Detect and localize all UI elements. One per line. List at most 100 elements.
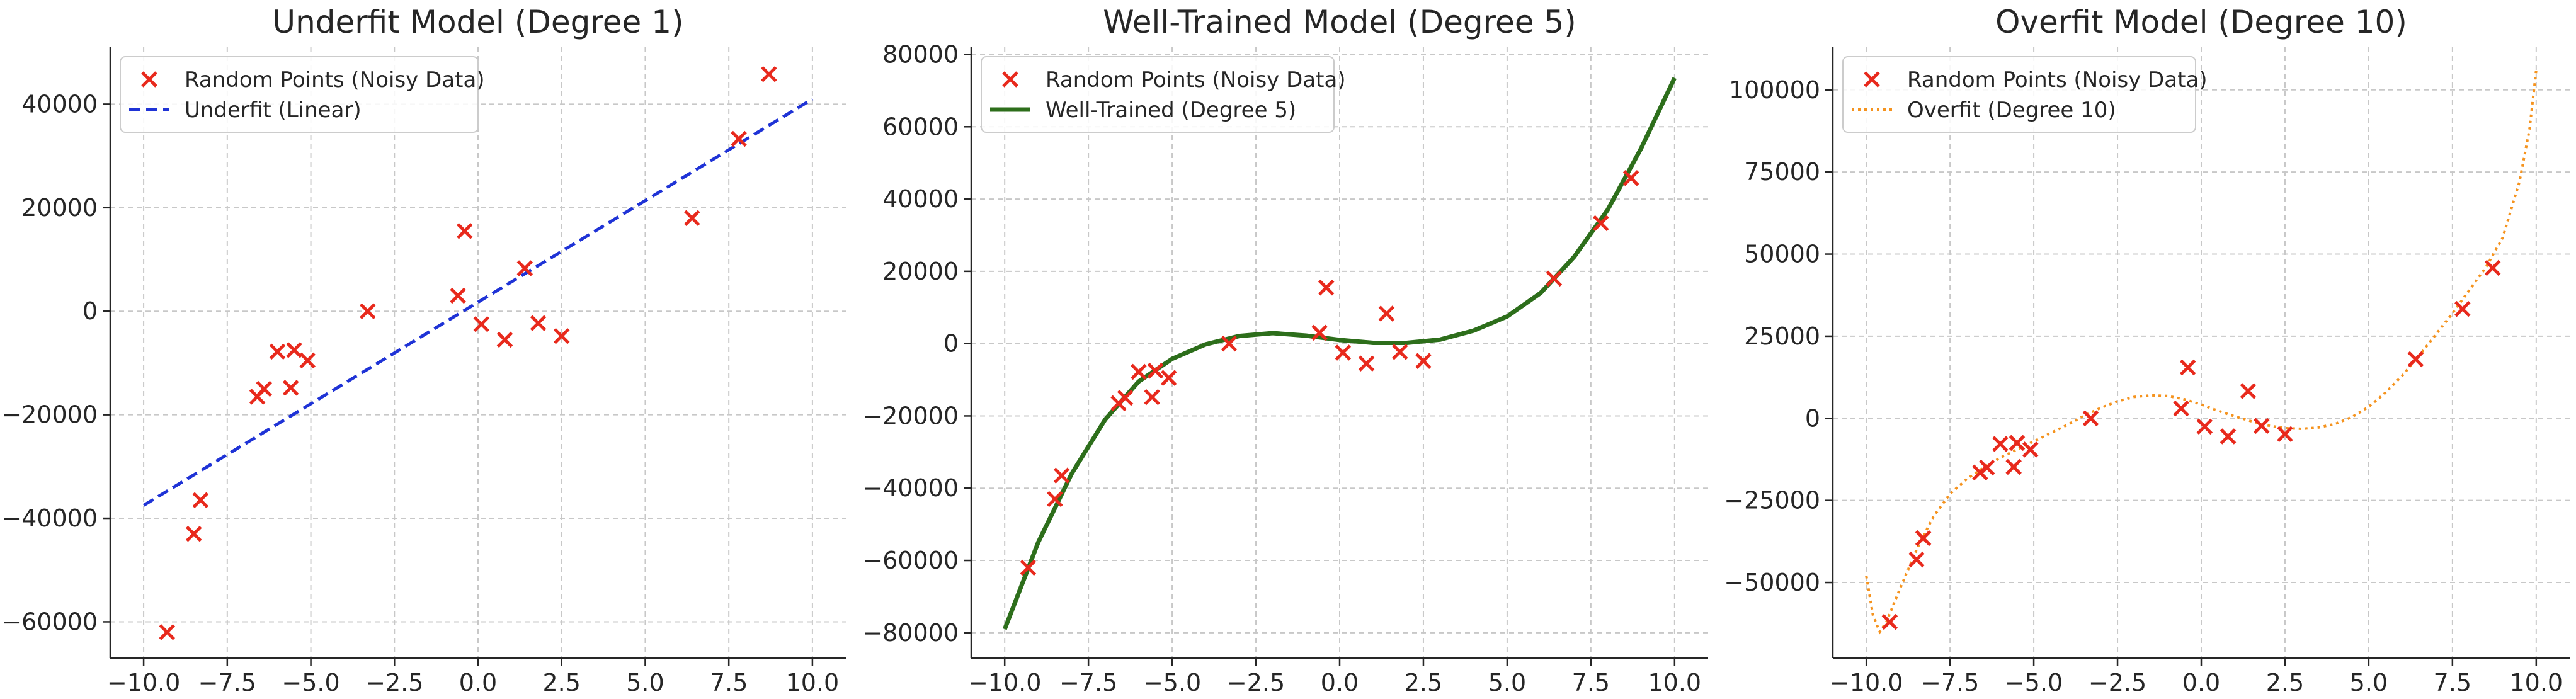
data-point-stroke [1117, 389, 1134, 406]
data-point [1546, 270, 1563, 287]
data-point-stroke [1144, 389, 1160, 406]
data-point [761, 65, 777, 82]
data-point [1335, 344, 1352, 361]
legend-box [120, 56, 479, 133]
data-point [1147, 362, 1164, 379]
data-point-stroke [473, 316, 490, 332]
legend-label: Overfit (Degree 10) [1907, 98, 2116, 123]
data-point [2407, 351, 2424, 368]
y-tick-label: 20000 [21, 194, 98, 222]
data-point [2253, 418, 2270, 435]
data-point-stroke [2484, 259, 2501, 276]
data-point-stroke [1358, 355, 1375, 372]
data-point-stroke [1881, 613, 1898, 630]
x-tick-label: 2.5 [1405, 669, 1442, 696]
chart-title: Underfit Model (Degree 1) [272, 4, 683, 40]
data-point [1992, 436, 2009, 452]
data-point [2082, 410, 2099, 427]
legend: Random Points (Noisy Data) Overfit (Degre… [1842, 56, 2208, 133]
x-tick-label: −2.5 [2089, 669, 2146, 696]
data-point-stroke [286, 342, 302, 358]
data-point-stroke [1131, 363, 1147, 380]
data-point-stroke [731, 130, 747, 147]
y-tick-label: 50000 [1744, 241, 1820, 268]
y-tick-label: 25000 [1744, 322, 1820, 350]
data-point [2009, 435, 2026, 452]
data-point-stroke [185, 525, 202, 542]
data-point [1131, 363, 1147, 380]
y-tick-label: 80000 [882, 40, 959, 68]
data-point [1047, 491, 1063, 508]
data-point-stroke [530, 315, 547, 331]
plot-area [1002, 77, 1677, 630]
data-point-stroke [1221, 335, 1238, 352]
data-point-stroke [1415, 353, 1432, 369]
data-point [269, 343, 286, 360]
data-point [1593, 215, 1609, 232]
x-tick-label: 10.0 [1648, 669, 1702, 696]
data-point-stroke [1047, 491, 1063, 508]
data-point-stroke [2240, 383, 2257, 399]
data-point-stroke [1318, 279, 1335, 296]
y-tick-label: 0 [83, 297, 98, 325]
y-tick-label: −40000 [1, 504, 98, 532]
data-point [1221, 335, 1238, 352]
data-point [1908, 551, 1925, 568]
chart-title: Well-Trained Model (Degree 5) [1103, 4, 1576, 40]
data-point-stroke [192, 492, 209, 509]
y-tick-label: −20000 [862, 402, 959, 429]
x-tick-label: 7.5 [2434, 669, 2471, 696]
chart-panel-1: −10.0 −7.5 −5.0 −2.5 0.0 2.5 5.0 7.5 10.0 −60000 −… [1, 4, 846, 696]
data-point [1117, 389, 1134, 406]
data-point [450, 287, 466, 304]
data-point [456, 223, 473, 239]
data-point [2005, 458, 2022, 475]
y-tick-label: 75000 [1744, 158, 1820, 186]
data-point [256, 380, 272, 397]
data-point-stroke [1593, 215, 1609, 232]
x-tick-label: 5.0 [1488, 669, 1526, 696]
chart-title: Overfit Model (Degree 10) [1995, 4, 2407, 40]
legend-marker [1002, 71, 1018, 88]
data-point [2173, 400, 2189, 417]
data-point-stroke [684, 210, 700, 227]
data-point [1622, 170, 1639, 186]
data-point-stroke [2173, 400, 2189, 417]
scatter-series [1020, 170, 1639, 576]
data-point [684, 210, 700, 227]
data-point-stroke [2220, 428, 2237, 445]
data-point [1978, 459, 1995, 476]
data-point [1915, 530, 1932, 547]
data-point-stroke [1161, 370, 1177, 386]
y-tick-label: −40000 [862, 474, 959, 502]
data-point [1311, 324, 1328, 341]
legend-label: Underfit (Linear) [185, 98, 362, 123]
x-tick-label: −5.0 [2005, 669, 2063, 696]
data-point-stroke [2022, 441, 2039, 458]
data-point-stroke [360, 303, 376, 320]
data-point [2179, 359, 2196, 376]
legend-label: Well-Trained (Degree 5) [1046, 98, 1296, 123]
data-point-stroke [1622, 170, 1639, 186]
x-tick-label: −2.5 [365, 669, 423, 696]
data-point [1391, 344, 1408, 360]
data-point [192, 492, 209, 509]
x-tick-label: 0.0 [2182, 669, 2220, 696]
data-point-stroke [1992, 436, 2009, 452]
y-tick-label: −50000 [1724, 569, 1820, 596]
data-point [1881, 613, 1898, 630]
data-point [516, 260, 533, 276]
data-point [731, 130, 747, 147]
data-point-stroke [282, 380, 299, 396]
data-point [2484, 259, 2501, 276]
x-tick-label: −5.0 [282, 669, 339, 696]
y-tick-label: −20000 [1, 401, 98, 429]
data-point-stroke [256, 380, 272, 397]
legend-marker [141, 71, 157, 88]
x-tick-label: 10.0 [786, 669, 840, 696]
x-tick-label: 2.5 [543, 669, 581, 696]
series-line-well-trained-degree-5- [1002, 77, 1677, 630]
legend-box [981, 56, 1335, 133]
data-point [299, 352, 316, 369]
